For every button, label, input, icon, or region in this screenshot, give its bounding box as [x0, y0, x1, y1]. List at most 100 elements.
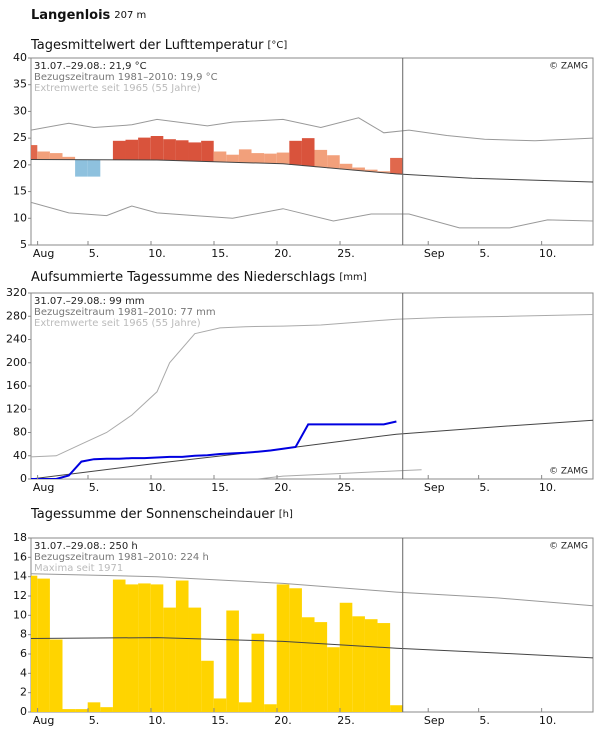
sunshine-bar [276, 584, 290, 712]
annotation: Bezugszeitraum 1981–2010: 19,9 °C [34, 72, 218, 83]
x-tick-label: 25. [337, 481, 355, 494]
x-tick-label: 25. [337, 714, 355, 727]
sunshine-bar [264, 704, 277, 712]
x-tick-label: 10. [148, 714, 166, 727]
sunshine-bar [112, 579, 126, 712]
sunshine-bar [100, 707, 113, 712]
x-tick-label: 5. [479, 247, 490, 260]
annotation: Extremwerte seit 1965 (55 Jahre) [34, 83, 201, 94]
annotation: 31.07.–29.08.: 250 h [34, 541, 138, 552]
x-tick-label: 10. [148, 481, 166, 494]
y-tick-label: 2 [20, 686, 27, 699]
sunshine-bar [213, 698, 227, 712]
copyright: © ZAMG [549, 62, 588, 72]
temperature-bar [377, 171, 391, 173]
y-tick-label: 0 [20, 472, 27, 485]
temperature-bar [390, 157, 403, 174]
y-tick-label: 5 [20, 238, 27, 251]
x-tick-label: Sep [424, 247, 445, 260]
x-tick-label: 15. [211, 481, 229, 494]
temperature-bar [264, 153, 277, 164]
x-tick-label: Sep [424, 714, 445, 727]
sunshine-bar [188, 607, 202, 712]
station-name: Langenlois [31, 8, 111, 23]
temperature-bar [301, 138, 315, 167]
station-header: Langenlois 207 m [31, 8, 146, 23]
temperature-bar [289, 140, 302, 165]
sunshine-bar [37, 578, 50, 712]
x-tick-label: Aug [33, 481, 54, 494]
annotation: Extremwerte seit 1965 (55 Jahre) [34, 318, 201, 329]
y-tick-label: 20 [13, 158, 27, 171]
temperature-bar [49, 153, 63, 160]
y-tick-label: 25 [13, 131, 27, 144]
x-tick-label: 5. [89, 247, 100, 260]
chart-title: Tagesmittelwert der Lufttemperatur [°C] [30, 38, 287, 53]
temperature-bar [188, 142, 202, 162]
temperature-bar [226, 154, 239, 163]
y-tick-label: 6 [20, 647, 27, 660]
sunshine-bar [314, 622, 328, 712]
sunshine-bar [289, 588, 302, 712]
x-tick-label: Aug [33, 714, 54, 727]
temperature-bar [276, 152, 290, 164]
sunshine-bar [138, 583, 151, 712]
temperature-bar [213, 151, 227, 162]
chart-panel: Aufsummierte Tagessumme des Niederschlag… [6, 270, 594, 494]
reference-line [31, 637, 593, 659]
reference-line [31, 573, 593, 607]
x-tick-label: 20. [274, 714, 292, 727]
y-tick-label: 18 [13, 531, 27, 544]
x-tick-label: 10. [148, 247, 166, 260]
sunshine-bar [238, 702, 252, 712]
y-tick-label: 120 [6, 402, 27, 415]
temperature-bar [364, 169, 378, 172]
title-unit: [h] [279, 509, 293, 520]
sunshine-bar [75, 709, 88, 712]
sunshine-bar [301, 617, 315, 712]
y-tick-label: 280 [6, 309, 27, 322]
x-tick-label: 15. [211, 247, 229, 260]
y-tick-label: 40 [13, 449, 27, 462]
y-tick-label: 35 [13, 78, 27, 91]
temperature-bar [150, 136, 164, 161]
copyright: © ZAMG [549, 467, 588, 477]
sunshine-bar [87, 702, 101, 712]
y-tick-label: 4 [20, 666, 27, 679]
temperature-bar [125, 139, 139, 160]
annotation: Maxima seit 1971 [34, 563, 123, 574]
temperature-bar [163, 139, 176, 161]
temperature-bar [238, 149, 252, 163]
annotation: 31.07.–29.08.: 21,9 °C [34, 61, 147, 72]
plot-area [31, 293, 593, 479]
sunshine-bar [226, 610, 239, 712]
reference-line [31, 469, 422, 479]
y-tick-label: 240 [6, 333, 27, 346]
temperature-bar [37, 151, 50, 160]
y-tick-label: 80 [13, 426, 27, 439]
x-tick-label: 15. [211, 714, 229, 727]
x-tick-label: 25. [337, 247, 355, 260]
temperature-bar [31, 145, 38, 160]
sunshine-bar [125, 584, 139, 712]
temperature-bar [339, 163, 353, 170]
sunshine-bar [49, 639, 63, 712]
annotation: 31.07.–29.08.: 99 mm [34, 296, 145, 307]
reference-line [31, 201, 593, 229]
x-tick-label: 5. [479, 714, 490, 727]
sunshine-bar [327, 647, 340, 712]
plot-frame [30, 292, 594, 480]
temperature-bar [314, 149, 328, 168]
sunshine-bar [364, 619, 378, 712]
x-tick-label: 5. [89, 714, 100, 727]
sunshine-bar [31, 575, 38, 712]
y-tick-label: 14 [13, 570, 27, 583]
x-tick-label: 10. [539, 481, 557, 494]
chart-panel: Tagessumme der Sonnenscheindauer [h] 0 2 4 6 8… [13, 507, 594, 727]
annotation: Bezugszeitraum 1981–2010: 77 mm [34, 307, 216, 318]
sunshine-bar [150, 584, 164, 712]
copyright: © ZAMG [549, 542, 588, 552]
reference-line [31, 117, 593, 142]
sunshine-bar [163, 607, 176, 712]
